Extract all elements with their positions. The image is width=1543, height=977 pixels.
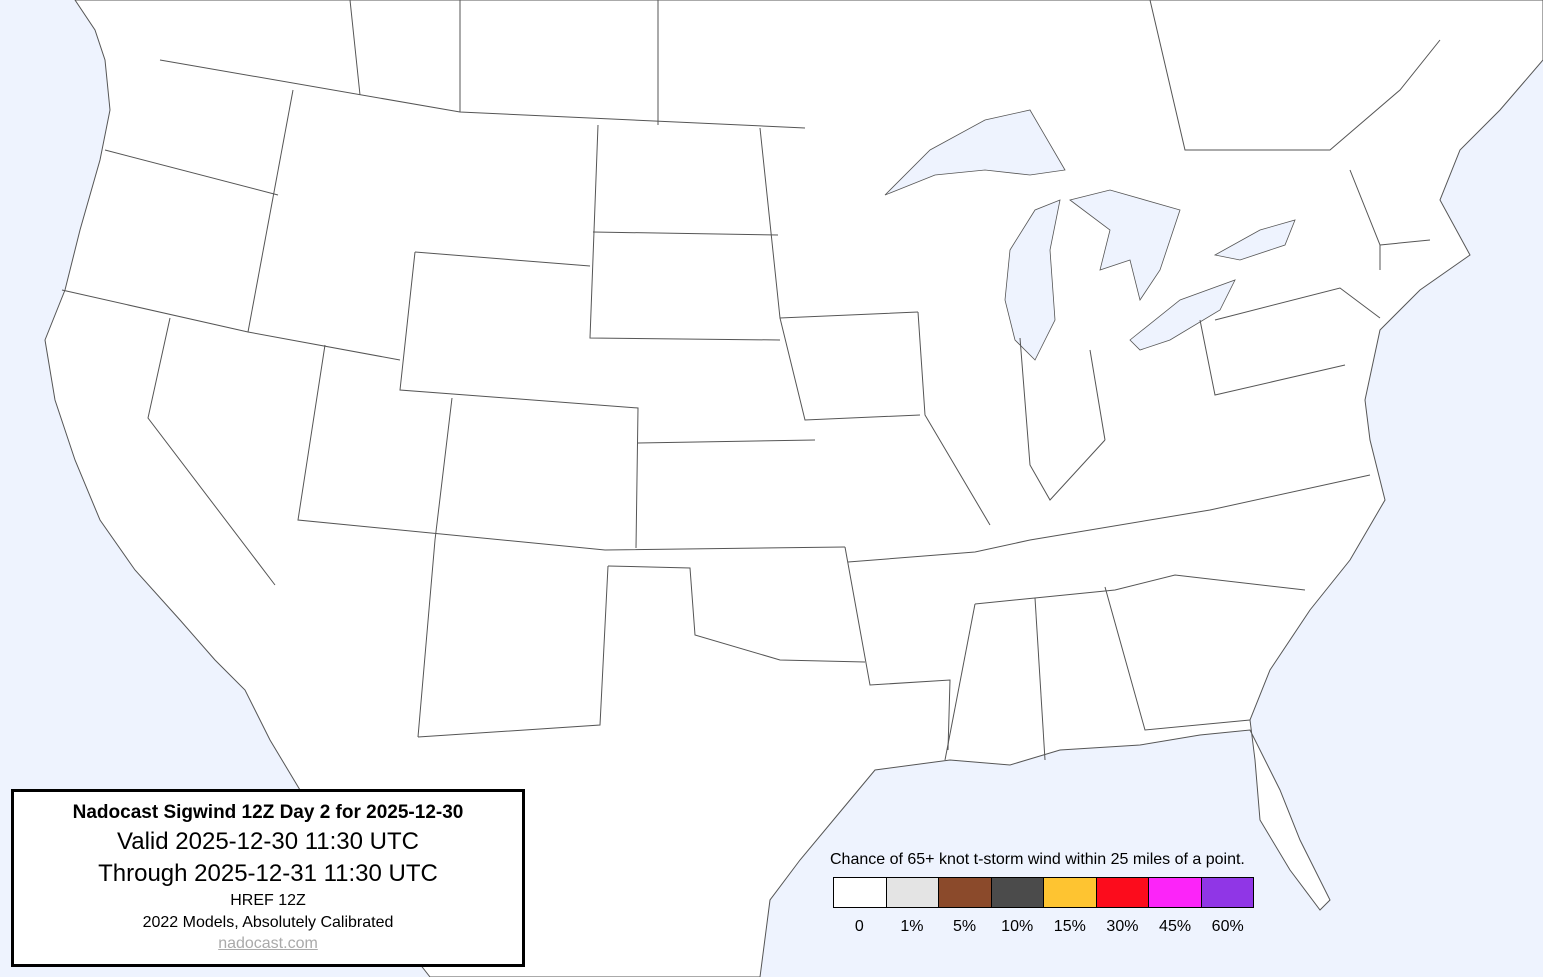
legend-label: 60% [1211,918,1244,935]
legend-swatch [1201,878,1253,907]
lake-michigan [1004,199,1061,361]
legend: Chance of 65+ knot t-storm wind within 2… [830,851,1254,936]
lake-erie [1129,279,1236,351]
legend-labels: 0 1% 5% 10% 15% 30% 45% 60% [833,918,1254,936]
lake-ontario [1213,219,1296,261]
legend-swatch [886,878,939,907]
legend-title: Chance of 65+ knot t-storm wind within 2… [830,851,1245,868]
legend-label: 30% [1106,918,1139,935]
legend-colorbar [833,877,1254,908]
legend-label: 0 [854,918,864,935]
calibration-note: 2022 Models, Absolutely Calibrated [142,914,394,931]
great-lakes [884,109,1296,361]
legend-label: 45% [1159,918,1192,935]
info-box: Nadocast Sigwind 12Z Day 2 for 2025-12-3… [11,789,525,967]
state-borders [61,0,1441,761]
legend-label: 1% [900,918,924,935]
legend-swatch [1044,878,1097,907]
model-name: HREF 12Z [230,892,306,909]
forecast-title: Nadocast Sigwind 12Z Day 2 for 2025-12-3… [72,802,464,823]
valid-time: Valid 2025-12-30 11:30 UTC [117,828,419,855]
legend-swatch [1149,878,1202,907]
legend-label: 10% [1001,918,1034,935]
lake-superior [884,109,1066,196]
through-time: Through 2025-12-31 11:30 UTC [98,860,438,887]
legend-swatch [939,878,992,907]
legend-swatch [991,878,1044,907]
legend-label: 5% [953,918,977,935]
legend-label: 15% [1053,918,1086,935]
lake-huron [1069,189,1181,301]
nadocast-link[interactable]: nadocast.com [218,935,318,952]
legend-swatch [1096,878,1149,907]
legend-swatch [834,878,887,907]
